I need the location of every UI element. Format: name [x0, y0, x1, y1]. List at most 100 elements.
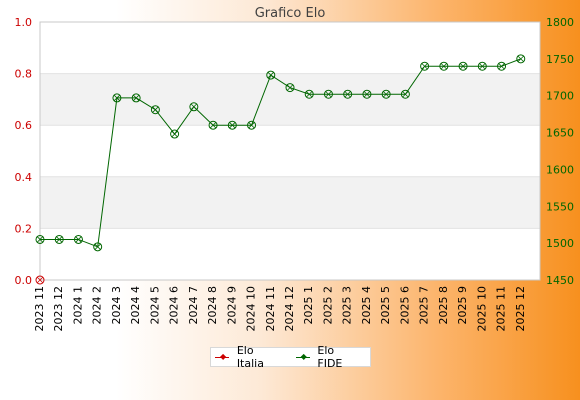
data-point-mark-elo-fide	[152, 106, 159, 114]
grid-band	[40, 73, 540, 126]
x-axis-tick-label: 2025 1	[302, 286, 315, 325]
data-point-elo-fide	[420, 61, 430, 71]
data-point-elo-fide	[73, 234, 83, 244]
data-point-mark-elo-fide	[36, 236, 44, 243]
data-point-mark-elo-fide	[344, 90, 351, 98]
left-axis-tick-label: 0.2	[15, 222, 33, 235]
data-point-elo-fide	[35, 234, 45, 244]
grid-band	[40, 176, 540, 229]
data-point-mark-elo-fide	[382, 90, 390, 98]
data-point-mark-elo-fide	[94, 243, 101, 251]
legend-label-elo-italia: Elo Italia	[236, 344, 264, 370]
x-axis-tick-label: 2024 3	[110, 286, 123, 325]
right-axis-tick-label: 1750	[546, 53, 574, 66]
x-axis-tick-label: 2024 1	[71, 286, 84, 325]
left-axis-tick-label: 0.6	[15, 119, 33, 132]
x-axis-tick-label: 2024 11	[264, 286, 277, 332]
right-axis-tick-label: 1800	[546, 16, 574, 29]
x-axis-tick-label: 2025 10	[475, 286, 488, 332]
data-point-mark-elo-fide	[132, 94, 140, 102]
left-axis-tick-label: 0.4	[15, 171, 33, 184]
left-axis-tick-label: 0.0	[15, 274, 33, 287]
data-point-elo-fide	[112, 93, 122, 103]
data-point-elo-fide	[439, 61, 449, 71]
legend-swatch-elo-fide: ◆	[295, 352, 310, 362]
x-axis-tick-label: 2025 6	[398, 286, 411, 325]
data-point-elo-fide	[362, 89, 372, 99]
data-point-mark-elo-fide	[498, 62, 505, 70]
data-point-mark-elo-fide	[55, 236, 63, 243]
plot-border	[39, 21, 541, 281]
right-axis-tick-label: 1700	[546, 90, 574, 103]
x-axis-tick-label: 2025 4	[360, 286, 373, 325]
x-axis-tick-label: 2025 5	[379, 286, 392, 325]
data-point-mark-elo-fide	[363, 90, 371, 98]
data-point-elo-fide	[458, 61, 468, 71]
data-point-elo-italia	[35, 275, 45, 285]
data-point-elo-fide	[516, 54, 526, 64]
plot-area	[40, 22, 540, 280]
data-point-elo-fide	[285, 83, 295, 93]
data-point-mark-elo-fide	[267, 71, 275, 79]
data-point-mark-elo-fide	[190, 103, 198, 111]
right-axis-tick-label: 1450	[546, 274, 574, 287]
x-axis-tick-label: 2024 8	[206, 286, 219, 325]
x-axis-tick-label: 2023 12	[52, 286, 65, 332]
data-point-elo-fide	[54, 234, 64, 244]
x-axis-tick-label: 2025 9	[456, 286, 469, 325]
data-point-elo-fide	[400, 89, 410, 99]
data-point-elo-fide	[170, 129, 180, 139]
data-point-mark-elo-fide	[286, 84, 294, 91]
x-axis-tick-label: 2024 2	[91, 286, 104, 325]
x-axis-tick-label: 2024 5	[148, 286, 161, 325]
data-point-elo-fide	[343, 89, 353, 99]
data-point-elo-fide	[247, 120, 257, 130]
right-axis-tick-label: 1600	[546, 163, 574, 176]
data-point-mark-elo-fide	[421, 62, 428, 70]
data-point-elo-fide	[381, 89, 391, 99]
data-point-mark-elo-fide	[440, 62, 448, 70]
data-point-elo-fide	[304, 89, 314, 99]
data-point-elo-fide	[93, 242, 103, 252]
data-point-mark-elo-fide	[479, 62, 486, 70]
legend-item-elo-italia: ◆ Elo Italia	[215, 344, 284, 370]
data-point-mark-elo-fide	[248, 121, 255, 129]
data-point-elo-fide	[227, 120, 237, 130]
x-axis-tick-label: 2025 11	[495, 286, 508, 332]
data-point-mark-elo-fide	[459, 62, 467, 70]
data-point-elo-fide	[477, 61, 487, 71]
right-axis-tick-label: 1550	[546, 200, 574, 213]
data-point-mark-elo-fide	[229, 121, 236, 129]
x-axis-tick-label: 2025 12	[514, 286, 527, 332]
data-point-elo-fide	[497, 61, 507, 71]
data-point-mark-elo-fide	[325, 90, 332, 98]
x-axis-tick-label: 2024 4	[129, 286, 142, 325]
x-axis-tick-label: 2024 6	[168, 286, 181, 325]
data-point-elo-fide	[266, 70, 276, 80]
x-axis-tick-label: 2025 3	[341, 286, 354, 325]
x-axis-tick-label: 2025 7	[418, 286, 431, 325]
data-point-mark-elo-fide	[402, 90, 409, 98]
x-axis-tick-label: 2024 10	[245, 286, 258, 332]
legend-label-elo-fide: Elo FIDE	[317, 344, 343, 370]
legend-item-elo-fide: ◆ Elo FIDE	[295, 344, 362, 370]
x-axis-tick-label: 2024 12	[283, 286, 296, 332]
left-axis-tick-label: 0.8	[15, 68, 33, 81]
left-axis-tick-label: 1.0	[15, 16, 33, 29]
data-point-mark-elo-fide	[517, 55, 525, 63]
data-point-elo-fide	[208, 120, 218, 130]
data-point-elo-fide	[189, 102, 199, 112]
data-point-elo-fide	[323, 89, 333, 99]
series-line-elo-fide	[40, 58, 521, 248]
data-point-mark-elo-fide	[209, 121, 217, 129]
data-point-elo-fide	[150, 105, 160, 115]
legend: ◆ Elo Italia ◆ Elo FIDE	[210, 344, 371, 370]
legend-swatch-elo-italia: ◆	[215, 352, 229, 362]
chart-title: Grafico Elo	[255, 6, 326, 21]
data-point-mark-elo-italia	[36, 276, 44, 284]
x-axis-tick-label: 2024 9	[225, 286, 238, 325]
x-axis-tick-label: 2023 11	[33, 286, 46, 332]
right-axis-tick-label: 1650	[546, 127, 574, 140]
